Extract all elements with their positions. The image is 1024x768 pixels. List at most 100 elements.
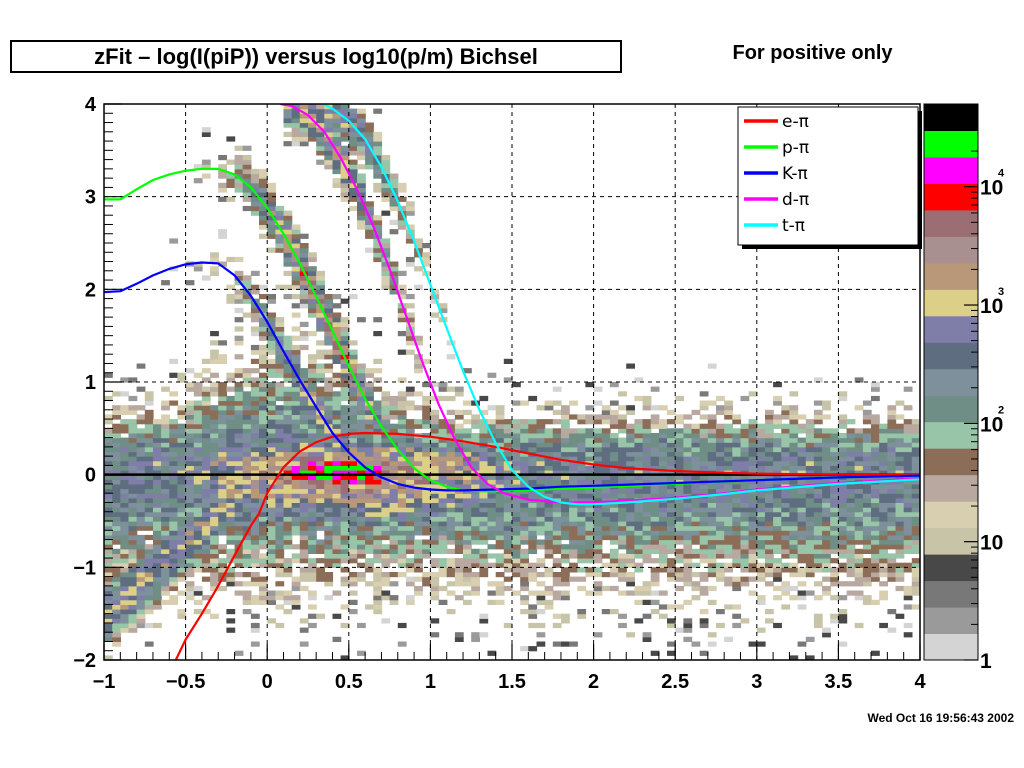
heatmap-cell	[797, 488, 807, 494]
heatmap-cell	[871, 382, 880, 388]
heatmap-cell	[308, 474, 317, 480]
heatmap-cell	[805, 488, 815, 494]
heatmap-cell	[642, 442, 652, 448]
heatmap-cell	[373, 488, 383, 494]
heatmap-cell	[136, 581, 146, 587]
heatmap-cell	[104, 595, 113, 601]
heatmap-cell	[895, 497, 905, 503]
heatmap-cell	[153, 511, 162, 517]
heatmap-cell	[838, 581, 848, 587]
heatmap-cell	[789, 562, 799, 568]
heatmap-cell	[340, 497, 350, 503]
heatmap-cell	[365, 141, 374, 147]
heatmap-cell	[577, 539, 587, 545]
heatmap-cell	[324, 553, 334, 559]
heatmap-cell	[797, 641, 807, 647]
heatmap-cell	[618, 590, 627, 596]
heatmap-cell	[242, 419, 252, 425]
heatmap-cell	[879, 590, 888, 596]
heatmap-cell	[299, 544, 309, 550]
heatmap-cell	[316, 363, 325, 369]
heatmap-cell	[528, 479, 538, 485]
heatmap-cell	[373, 423, 383, 429]
heatmap-cell	[218, 409, 227, 415]
heatmap-cell	[226, 395, 236, 402]
heatmap-cell	[642, 507, 652, 513]
heatmap-cell	[308, 483, 317, 490]
heatmap-cell	[381, 196, 391, 202]
heatmap-cell	[250, 599, 260, 605]
heatmap-cell	[112, 590, 121, 596]
heatmap-cell	[789, 572, 799, 578]
heatmap-cell	[585, 488, 595, 494]
heatmap-cell	[218, 562, 227, 568]
heatmap-cell	[283, 507, 293, 513]
heatmap-cell	[348, 382, 358, 388]
heatmap-cell	[283, 363, 293, 369]
heatmap-cell	[316, 613, 325, 619]
heatmap-cell	[789, 497, 799, 503]
heatmap-cell	[275, 572, 285, 578]
heatmap-cell	[250, 437, 260, 443]
heatmap-cell	[381, 456, 391, 462]
heatmap-cell	[332, 317, 342, 323]
heatmap-cell	[153, 558, 162, 564]
heatmap-cell	[316, 507, 325, 513]
heatmap-cell	[544, 479, 554, 485]
heatmap-cell	[536, 456, 546, 462]
heatmap-cell	[332, 405, 342, 411]
heatmap-cell	[267, 493, 276, 499]
heatmap-cell	[430, 558, 440, 564]
heatmap-cell	[577, 497, 587, 503]
heatmap-cell	[397, 414, 407, 420]
heatmap-cell	[789, 534, 799, 541]
heatmap-cell	[365, 395, 374, 402]
heatmap-cell	[161, 544, 170, 550]
heatmap-cell	[226, 488, 236, 494]
heatmap-cell	[487, 446, 497, 453]
heatmap-cell	[789, 548, 799, 554]
heatmap-cell	[373, 215, 383, 221]
heatmap-cell	[707, 428, 717, 434]
heatmap-cell	[153, 479, 162, 485]
heatmap-cell	[732, 585, 742, 592]
heatmap-cell	[308, 525, 317, 531]
heatmap-cell	[724, 548, 733, 554]
heatmap-cell	[887, 428, 897, 434]
heatmap-cell	[373, 609, 383, 615]
heatmap-cell	[308, 451, 317, 457]
heatmap-cell	[683, 451, 693, 457]
heatmap-cell	[185, 585, 195, 592]
heatmap-cell	[797, 507, 807, 513]
heatmap-cell	[218, 530, 227, 536]
heatmap-cell	[895, 572, 905, 578]
heatmap-cell	[169, 451, 179, 457]
heatmap-cell	[748, 641, 758, 647]
heatmap-cell	[161, 558, 170, 564]
heatmap-cell	[805, 530, 815, 536]
heatmap-cell	[283, 525, 293, 531]
heatmap-cell	[250, 442, 260, 448]
heatmap-cell	[373, 155, 383, 161]
heatmap-cell	[667, 479, 676, 485]
heatmap-cell	[299, 127, 309, 133]
heatmap-cell	[748, 558, 758, 564]
heatmap-cell	[650, 474, 660, 480]
heatmap-cell	[218, 382, 227, 388]
heatmap-cell	[724, 460, 733, 466]
heatmap-cell	[748, 553, 758, 559]
heatmap-cell	[250, 544, 260, 550]
heatmap-cell	[193, 423, 203, 429]
heatmap-cell	[471, 479, 480, 485]
heatmap-cell	[340, 391, 350, 397]
heatmap-cell	[822, 558, 831, 564]
heatmap-cell	[291, 456, 301, 462]
heatmap-cell	[185, 595, 195, 601]
heatmap-cell	[756, 451, 766, 457]
heatmap-cell	[161, 474, 170, 480]
heatmap-cell	[405, 391, 415, 397]
heatmap-cell	[250, 456, 260, 462]
heatmap-cell	[871, 433, 880, 439]
heatmap-cell	[520, 595, 529, 601]
heatmap-cell	[316, 442, 325, 448]
